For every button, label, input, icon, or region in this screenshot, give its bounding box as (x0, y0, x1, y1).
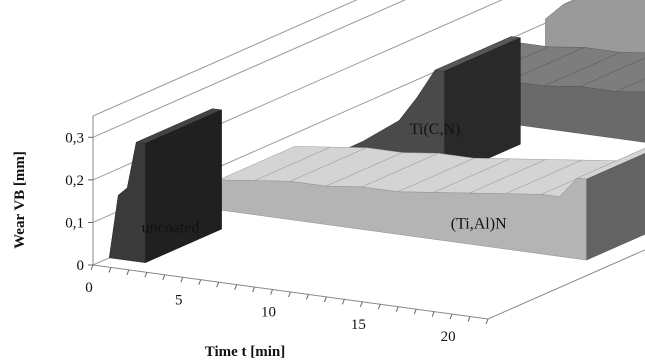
series-ti-al-n (218, 146, 645, 261)
x-tick-label: 20 (441, 329, 456, 345)
x-tick-mark (90, 264, 94, 271)
gridline-top (92, 0, 358, 117)
x-tick-mark (467, 316, 471, 322)
series-layer (108, 0, 645, 264)
x-tick-mark (449, 313, 453, 320)
x-tick-mark (126, 269, 130, 276)
series-end-face (145, 109, 222, 264)
x-tick-mark (377, 304, 381, 310)
gridline-1 (92, 0, 600, 223)
gridline-3 (92, 0, 407, 138)
x-tick-label: 15 (351, 317, 366, 333)
x-tick-mark (252, 286, 256, 293)
x-tick-mark (305, 294, 309, 300)
x-tick-mark (341, 299, 345, 305)
y-tick-label: 0,2 (65, 173, 84, 189)
x-tick-mark (413, 308, 417, 315)
series-label-ti-c-n: Ti(C,N) (410, 121, 461, 138)
x-tick-mark (198, 279, 202, 285)
gridline-2 (92, 0, 503, 181)
y-tick-label: 0 (77, 258, 85, 274)
x-tick-mark (270, 289, 274, 295)
x-tick-mark (431, 311, 435, 317)
x-tick-label: 10 (261, 305, 276, 321)
x-tick-mark (359, 301, 363, 308)
x-tick-mark (108, 267, 112, 273)
x-tick-mark (485, 318, 489, 325)
x-tick-mark (216, 281, 220, 288)
label-layer: 0 0,1 0,2 0,3 0 5 10 15 20 Time t [min] Wear VB [m… (12, 121, 507, 360)
y-axis-title: Wear VB [mm] (12, 151, 28, 249)
x-tick-label: 0 (85, 280, 93, 296)
x-tick-label: 5 (175, 292, 183, 308)
y-tick-label: 0,1 (65, 215, 84, 231)
x-tick-mark (234, 284, 238, 290)
series-label-uncoated: uncoated (142, 219, 200, 236)
x-tick-mark (162, 274, 166, 281)
x-tick-mark (288, 291, 291, 298)
y-tick-label: 0,3 (65, 130, 84, 146)
x-tick-mark (180, 277, 184, 283)
x-tick-mark (395, 306, 399, 312)
x-tick-mark (323, 296, 327, 303)
series-front-face (109, 142, 146, 263)
x-tick-mark (144, 272, 148, 278)
x-axis-title: Time t [min] (205, 344, 286, 360)
series-uncoated (108, 108, 223, 264)
series-label-ti-al-n: (Ti,Al)N (451, 215, 507, 232)
series-front-face (218, 177, 587, 261)
